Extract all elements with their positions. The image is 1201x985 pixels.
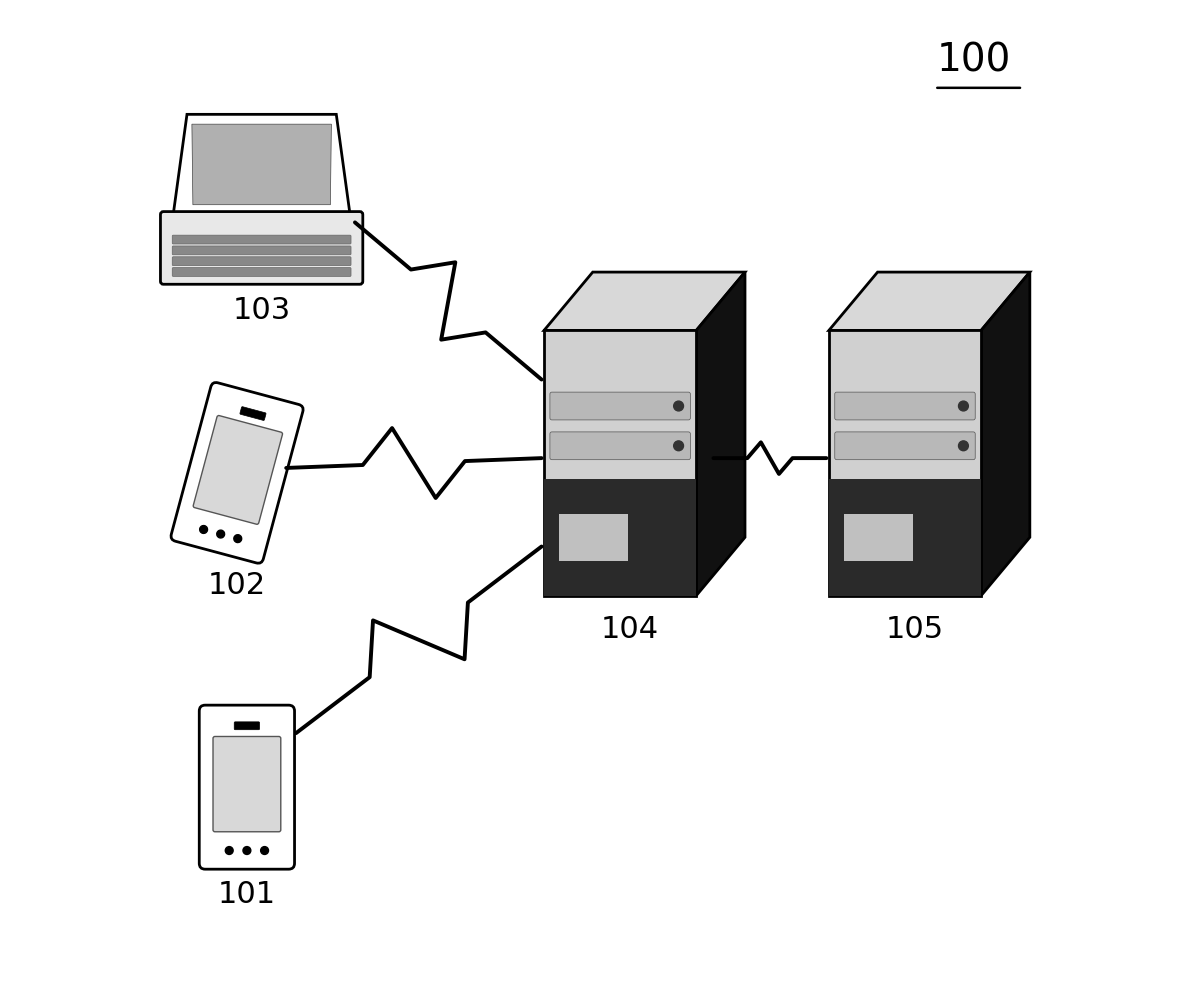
Circle shape (226, 846, 233, 854)
Polygon shape (844, 514, 913, 560)
FancyBboxPatch shape (213, 737, 281, 831)
Text: 102: 102 (208, 571, 267, 600)
Circle shape (958, 441, 968, 451)
Circle shape (958, 401, 968, 411)
FancyBboxPatch shape (172, 246, 351, 255)
FancyBboxPatch shape (835, 392, 975, 420)
FancyBboxPatch shape (172, 257, 351, 266)
FancyBboxPatch shape (199, 705, 294, 869)
Circle shape (243, 846, 251, 854)
Circle shape (674, 441, 683, 451)
Polygon shape (829, 330, 981, 596)
Circle shape (216, 530, 225, 538)
Polygon shape (829, 272, 1029, 330)
FancyBboxPatch shape (550, 392, 691, 420)
FancyBboxPatch shape (172, 235, 351, 244)
FancyBboxPatch shape (835, 431, 975, 460)
Polygon shape (192, 124, 331, 205)
Polygon shape (544, 272, 745, 330)
Circle shape (261, 846, 269, 854)
Circle shape (674, 401, 683, 411)
FancyBboxPatch shape (161, 212, 363, 285)
Polygon shape (544, 330, 697, 596)
Polygon shape (544, 479, 697, 596)
Text: 105: 105 (886, 616, 944, 644)
FancyBboxPatch shape (234, 722, 259, 730)
Polygon shape (173, 114, 349, 215)
FancyBboxPatch shape (171, 382, 303, 563)
FancyBboxPatch shape (193, 416, 282, 524)
Polygon shape (829, 479, 981, 596)
Polygon shape (560, 514, 628, 560)
Circle shape (234, 535, 241, 543)
FancyBboxPatch shape (550, 431, 691, 460)
Circle shape (199, 526, 208, 534)
FancyBboxPatch shape (240, 407, 267, 421)
Text: 104: 104 (600, 616, 659, 644)
FancyBboxPatch shape (172, 268, 351, 277)
Polygon shape (981, 272, 1029, 596)
Text: 103: 103 (233, 296, 291, 325)
Polygon shape (697, 272, 745, 596)
Text: 101: 101 (217, 881, 276, 909)
Text: 100: 100 (937, 41, 1011, 80)
